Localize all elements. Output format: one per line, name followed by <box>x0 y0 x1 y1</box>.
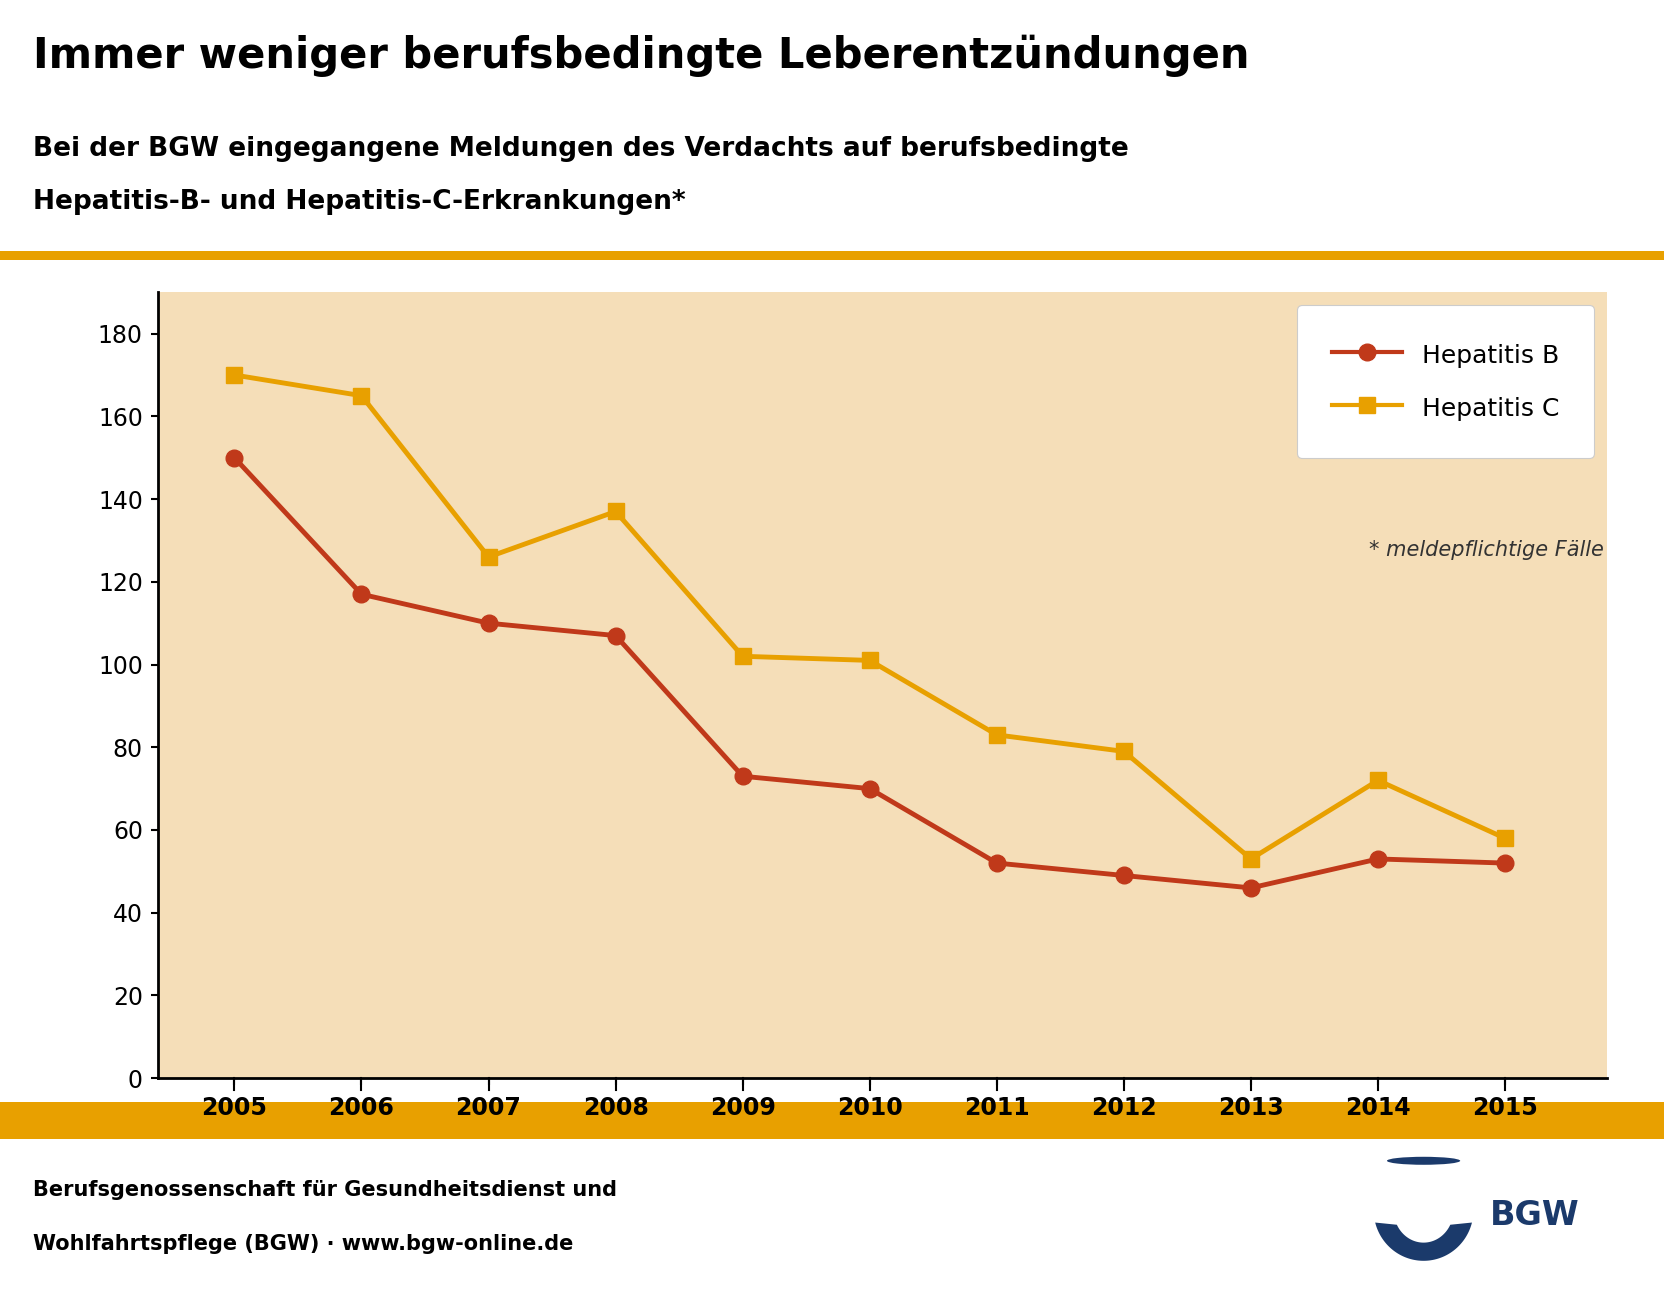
Bar <box>0 1102 1664 1117</box>
Bar <box>0 252 1664 260</box>
Legend: Hepatitis B, Hepatitis C: Hepatitis B, Hepatitis C <box>1296 305 1592 459</box>
Text: Hepatitis-B- und Hepatitis-C-Erkrankungen*: Hepatitis-B- und Hepatitis-C-Erkrankunge… <box>33 188 686 214</box>
Text: * meldepflichtige Fälle: * meldepflichtige Fälle <box>1368 540 1602 560</box>
Text: Immer weniger berufsbedingte Leberentzündungen: Immer weniger berufsbedingte Leberentzün… <box>33 34 1250 77</box>
Text: BGW: BGW <box>1489 1199 1579 1231</box>
Bar <box>0 1117 1664 1139</box>
Text: Wohlfahrtspflege (BGW) · www.bgw-online.de: Wohlfahrtspflege (BGW) · www.bgw-online.… <box>33 1234 574 1255</box>
Text: Bei der BGW eingegangene Meldungen des Verdachts auf berufsbedingte: Bei der BGW eingegangene Meldungen des V… <box>33 136 1128 162</box>
Polygon shape <box>1374 1222 1471 1261</box>
Circle shape <box>1386 1157 1459 1165</box>
Text: Berufsgenossenschaft für Gesundheitsdienst und: Berufsgenossenschaft für Gesundheitsdien… <box>33 1179 617 1200</box>
